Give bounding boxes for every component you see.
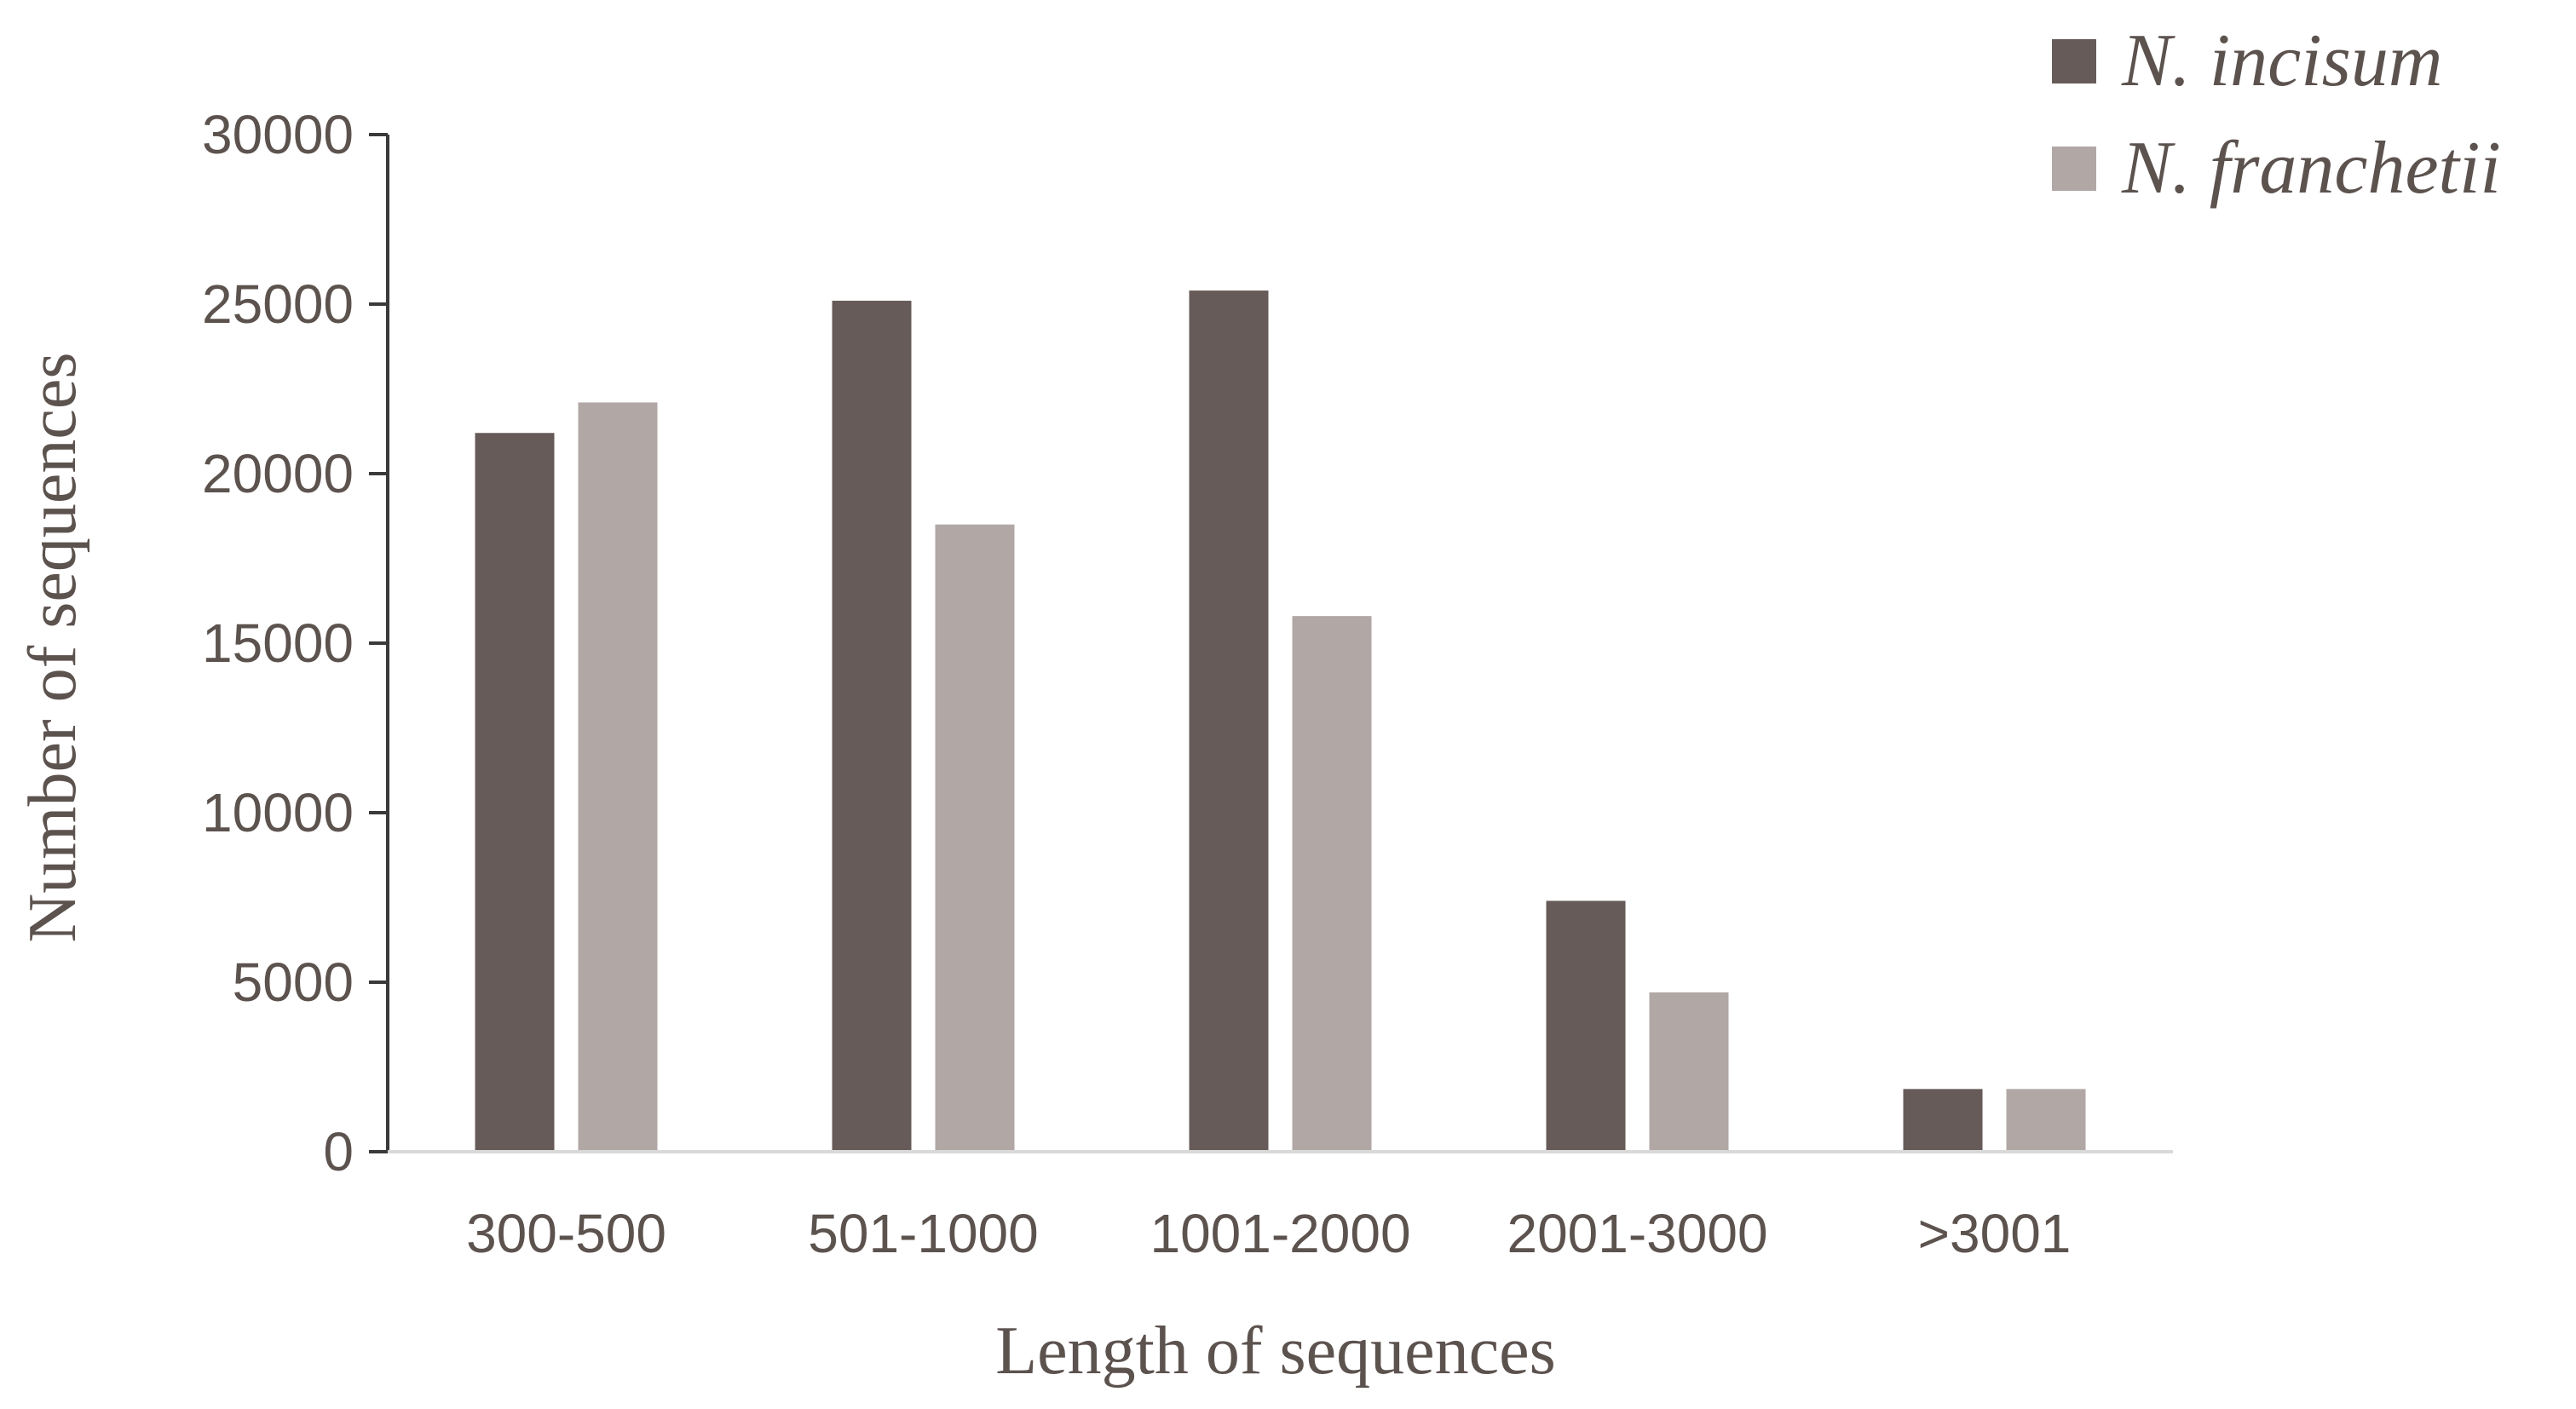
bar xyxy=(1649,992,1729,1152)
legend-label: N. incisum xyxy=(2121,20,2442,102)
bar xyxy=(935,524,1015,1152)
bar xyxy=(1292,616,1372,1152)
y-tick-label: 30000 xyxy=(202,104,354,165)
x-axis: 300-500 501-1000 1001-2000 2001-3000 >3001 xyxy=(388,1150,2173,1264)
bar xyxy=(578,402,658,1152)
y-tick-label: 5000 xyxy=(233,952,354,1013)
y-tick-label: 10000 xyxy=(202,782,354,843)
bar xyxy=(475,433,555,1152)
y-tick-label: 0 xyxy=(323,1121,354,1182)
x-tick-label: 1001-2000 xyxy=(1150,1203,1410,1264)
y-tick-label: 20000 xyxy=(202,443,354,504)
bar xyxy=(832,301,912,1152)
bar xyxy=(1189,290,1269,1153)
legend-swatch xyxy=(2052,147,2096,191)
y-axis: 0 5000 10000 15000 20000 25000 30000 xyxy=(202,104,389,1182)
y-axis-title: Number of sequences xyxy=(15,352,90,942)
y-tick-label: 15000 xyxy=(202,612,354,674)
x-tick-label: 501-1000 xyxy=(808,1203,1038,1264)
bar xyxy=(2006,1089,2086,1152)
bar xyxy=(1903,1089,1983,1152)
y-tick-label: 25000 xyxy=(202,273,354,335)
legend-label: N. franchetii xyxy=(2121,127,2501,210)
x-tick-label: 300-500 xyxy=(466,1203,666,1264)
bars-group xyxy=(475,290,2086,1153)
x-tick-label: >3001 xyxy=(1918,1203,2072,1264)
x-axis-title: Length of sequences xyxy=(995,1314,1556,1389)
bar xyxy=(1546,900,1626,1152)
x-tick-label: 2001-3000 xyxy=(1507,1203,1767,1264)
legend: N. incisum N. franchetii xyxy=(2052,20,2501,210)
legend-swatch xyxy=(2052,39,2096,83)
